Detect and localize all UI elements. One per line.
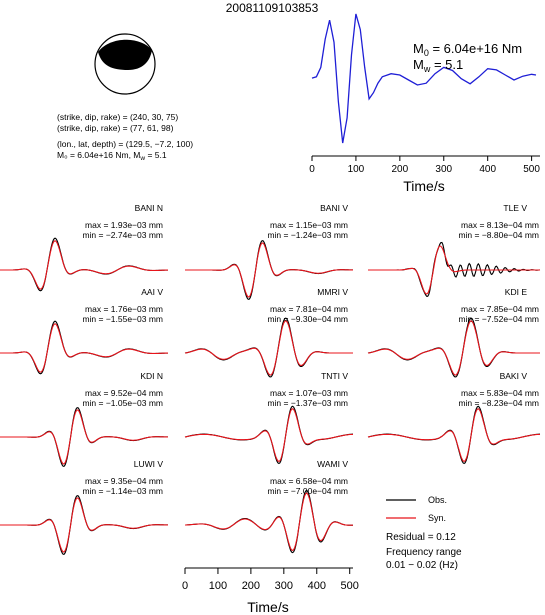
synthetic-trace [184, 408, 353, 463]
synthetic-trace [0, 409, 168, 465]
station-max: max = 5.83e−04 mm [461, 388, 539, 398]
legend-obs-label: Obs. [428, 495, 447, 505]
waveform-tick-label: 100 [209, 580, 227, 592]
stf-mw-label: Mw = 5.1 [413, 57, 463, 74]
station-name: BANI N [135, 203, 163, 213]
stf-tick-label: 200 [391, 164, 408, 175]
station-max: max = 1.76e−03 mm [85, 304, 163, 314]
station-max: max = 7.85e−04 mm [461, 304, 539, 314]
synthetic-trace [368, 245, 540, 295]
waveform-x-label: Time/s [247, 599, 288, 615]
waveform-tick-label: 200 [242, 580, 260, 592]
synthetic-trace [0, 497, 168, 553]
source-time-function-panel: 0 100 200 300 400 500 M0 = 6.04e+16 Nm Mw = 5… [309, 13, 540, 194]
station-min: min = −1.37e−03 mm [267, 398, 348, 408]
frequency-range-value: 0.01 − 0.02 (Hz) [386, 560, 458, 571]
station-name: WAMI V [317, 459, 348, 469]
station-name: AAI V [141, 287, 163, 297]
stf-curve [311, 13, 537, 144]
station-max: max = 7.81e−04 mm [270, 304, 348, 314]
station-max: max = 8.13e−04 mm [461, 220, 539, 230]
station-name: LUWI V [134, 459, 164, 469]
stf-tick-label: 500 [523, 164, 540, 175]
observed-trace [185, 489, 353, 554]
station-min: min = −8.80e−04 mm [458, 230, 539, 240]
station-name: TNTI V [321, 371, 348, 381]
waveform-tick-label: 300 [275, 580, 293, 592]
station-name: KDI N [140, 371, 163, 381]
waveform-time-axis: 0 100 200 300 400 500 Time/s [182, 567, 359, 615]
station-name: BANI V [320, 203, 348, 213]
station-max: max = 9.35e−04 mm [85, 476, 163, 486]
observed-trace [0, 237, 168, 292]
synthetic-trace [367, 408, 540, 463]
stf-tick-label: 400 [479, 164, 496, 175]
synthetic-trace [367, 320, 540, 376]
stf-m0-label: M0 = 6.04e+16 Nm [413, 41, 522, 58]
station-name: MMRI V [317, 287, 348, 297]
synthetic-trace [185, 242, 353, 298]
nodal-plane-1: (strike, dip, rake) = (240, 30, 75) [57, 112, 178, 122]
waveform-tick-label: 0 [182, 580, 188, 592]
synthetic-trace [184, 320, 353, 376]
station-max: max = 1.15e−03 mm [270, 220, 348, 230]
stf-tick-label: 300 [435, 164, 452, 175]
waveform-tick-label: 400 [308, 580, 326, 592]
residual-value: Residual = 0.12 [386, 532, 456, 543]
observed-trace [367, 317, 540, 378]
station-min: min = −1.24e−03 mm [267, 230, 348, 240]
waveform-tick-label: 500 [341, 580, 359, 592]
station-min: min = −2.74e−03 mm [82, 230, 163, 240]
legend: Obs. Syn. Residual = 0.12 Frequency rang… [386, 495, 462, 571]
frequency-range-label: Frequency range [386, 547, 462, 558]
observed-trace [0, 320, 168, 375]
station-name: TLE V [503, 203, 527, 213]
stf-tick-label: 100 [348, 164, 365, 175]
station-name: BAKI V [500, 371, 528, 381]
observed-trace [184, 317, 353, 378]
focal-mechanism-beachball [94, 33, 156, 95]
moment-summary: M₀ = 6.04e+16 Nm, Mw = 5.1 [57, 150, 167, 162]
station-max: max = 1.07e−03 mm [270, 388, 348, 398]
legend-syn-label: Syn. [428, 513, 446, 523]
waveform-x-ticks: 0 100 200 300 400 500 [182, 568, 359, 592]
station-max: max = 1.93e−03 mm [85, 220, 163, 230]
nodal-plane-2: (strike, dip, rake) = (77, 61, 98) [57, 123, 174, 133]
station-min: min = −1.14e−03 mm [82, 486, 163, 496]
synthetic-trace [185, 492, 353, 552]
station-min: min = −1.55e−03 mm [82, 314, 163, 324]
stf-x-axis: 0 100 200 300 400 500 [309, 156, 540, 175]
station-min: min = −1.05e−03 mm [82, 398, 163, 408]
station-name: KDI E [505, 287, 528, 297]
station-min: min = −7.52e−04 mm [458, 314, 539, 324]
station-max: max = 9.52e−04 mm [85, 388, 163, 398]
hypocenter-location: (lon., lat, depth) = (129.5, −7.2, 100) [57, 139, 193, 149]
station-min: min = −8.23e−04 mm [458, 398, 539, 408]
stf-tick-label: 0 [309, 164, 315, 175]
station-min: min = −9.30e−04 mm [267, 314, 348, 324]
station-max: max = 6.58e−04 mm [270, 476, 348, 486]
synthetic-trace [0, 240, 168, 290]
synthetic-trace [0, 323, 168, 373]
stf-x-label: Time/s [403, 178, 444, 194]
figure-title: 20081109103853 [226, 1, 319, 15]
